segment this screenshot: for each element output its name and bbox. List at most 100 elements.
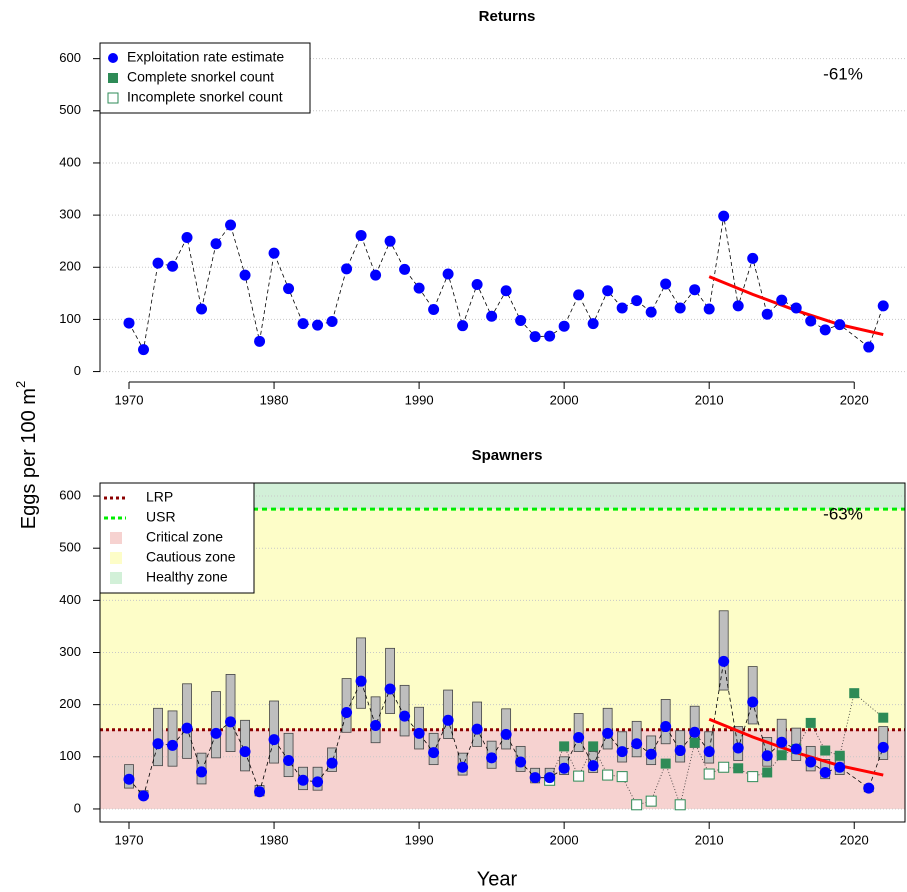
point (660, 758, 671, 769)
y-tick-label: 600 (59, 487, 81, 502)
point (399, 263, 411, 275)
point (747, 696, 759, 708)
point (341, 706, 353, 718)
point (138, 344, 150, 356)
point (384, 683, 396, 695)
point (631, 738, 643, 750)
point (761, 750, 773, 762)
x-tick-label: 1990 (405, 832, 434, 847)
point (660, 721, 672, 733)
snorkel-connector (621, 776, 638, 805)
point (138, 790, 150, 802)
point (805, 756, 817, 768)
point (573, 770, 585, 782)
point (123, 317, 135, 329)
point (820, 745, 831, 756)
range-bar (167, 710, 178, 767)
point (733, 763, 744, 774)
point (239, 269, 251, 281)
point (529, 331, 541, 343)
point (181, 722, 193, 734)
y-tick-label: 600 (59, 50, 81, 65)
chart-title: Spawners (472, 447, 543, 464)
panel: 0 100 200 300 400 500 600 1970 1980 1990 2000 2010 2… (59, 42, 905, 407)
x-tick-label: 2000 (550, 392, 579, 407)
point (602, 769, 614, 781)
range-bar (443, 689, 454, 739)
point (863, 341, 875, 353)
point (399, 710, 411, 722)
point (660, 278, 672, 290)
point (776, 750, 787, 761)
point (602, 727, 614, 739)
y-tick-label: 500 (59, 540, 81, 555)
point (196, 303, 208, 315)
plot-frame (99, 482, 906, 823)
point (703, 746, 715, 758)
legend-box (99, 482, 255, 594)
legend-symbol (107, 92, 119, 104)
point (471, 278, 483, 290)
point (355, 675, 367, 687)
x-tick-label: 1980 (260, 392, 289, 407)
point (123, 773, 135, 785)
point (268, 734, 280, 746)
point (413, 282, 425, 294)
point (341, 263, 353, 275)
point (878, 712, 889, 723)
point (645, 306, 657, 318)
legend-symbol (110, 532, 122, 544)
legend: Exploitation rate estimate Complete snork… (99, 42, 311, 114)
point (689, 726, 701, 738)
range-bar (747, 666, 758, 725)
point (442, 268, 454, 280)
legend: LRP USR Critical zone Cautious zone Healthy … (99, 482, 255, 594)
point (312, 319, 324, 331)
point (718, 761, 730, 773)
point (761, 308, 773, 320)
point (152, 257, 164, 269)
point (703, 303, 715, 315)
legend-symbol (108, 73, 118, 83)
point (544, 330, 556, 342)
point (210, 727, 222, 739)
point (747, 252, 759, 264)
point (762, 767, 773, 778)
legend-label: Cautious zone (146, 549, 236, 565)
point (254, 335, 266, 347)
point (674, 799, 686, 811)
point (863, 782, 875, 794)
point (312, 776, 324, 788)
range-bar (718, 610, 729, 691)
point (689, 284, 701, 296)
snorkel-connector (810, 722, 826, 751)
y-axis-label-sup: 2 (13, 381, 28, 388)
range-bar (385, 647, 395, 714)
point (268, 247, 280, 259)
series-line (128, 661, 884, 797)
legend-symbol (110, 552, 122, 564)
y-tick-label: 200 (59, 696, 81, 711)
x-tick-label: 1970 (115, 392, 144, 407)
range-bar (356, 637, 366, 709)
point (849, 688, 860, 699)
point (587, 760, 599, 772)
point (674, 745, 686, 757)
x-tick-label: 1970 (115, 832, 144, 847)
panel: 0 100 200 300 400 500 600 1970 1980 1990 2000 2010 2… (59, 482, 906, 847)
point (297, 774, 309, 786)
legend-label: Healthy zone (146, 569, 228, 585)
y-tick-label: 400 (59, 592, 81, 607)
point (790, 743, 802, 755)
point (732, 300, 744, 312)
point (370, 269, 382, 281)
range-bar (225, 674, 236, 752)
point (834, 319, 846, 331)
x-tick-label: 2000 (550, 832, 579, 847)
chart-title: Returns (479, 8, 536, 25)
point (326, 316, 338, 328)
point (500, 285, 512, 297)
range-bar (211, 691, 221, 759)
point (384, 235, 396, 247)
